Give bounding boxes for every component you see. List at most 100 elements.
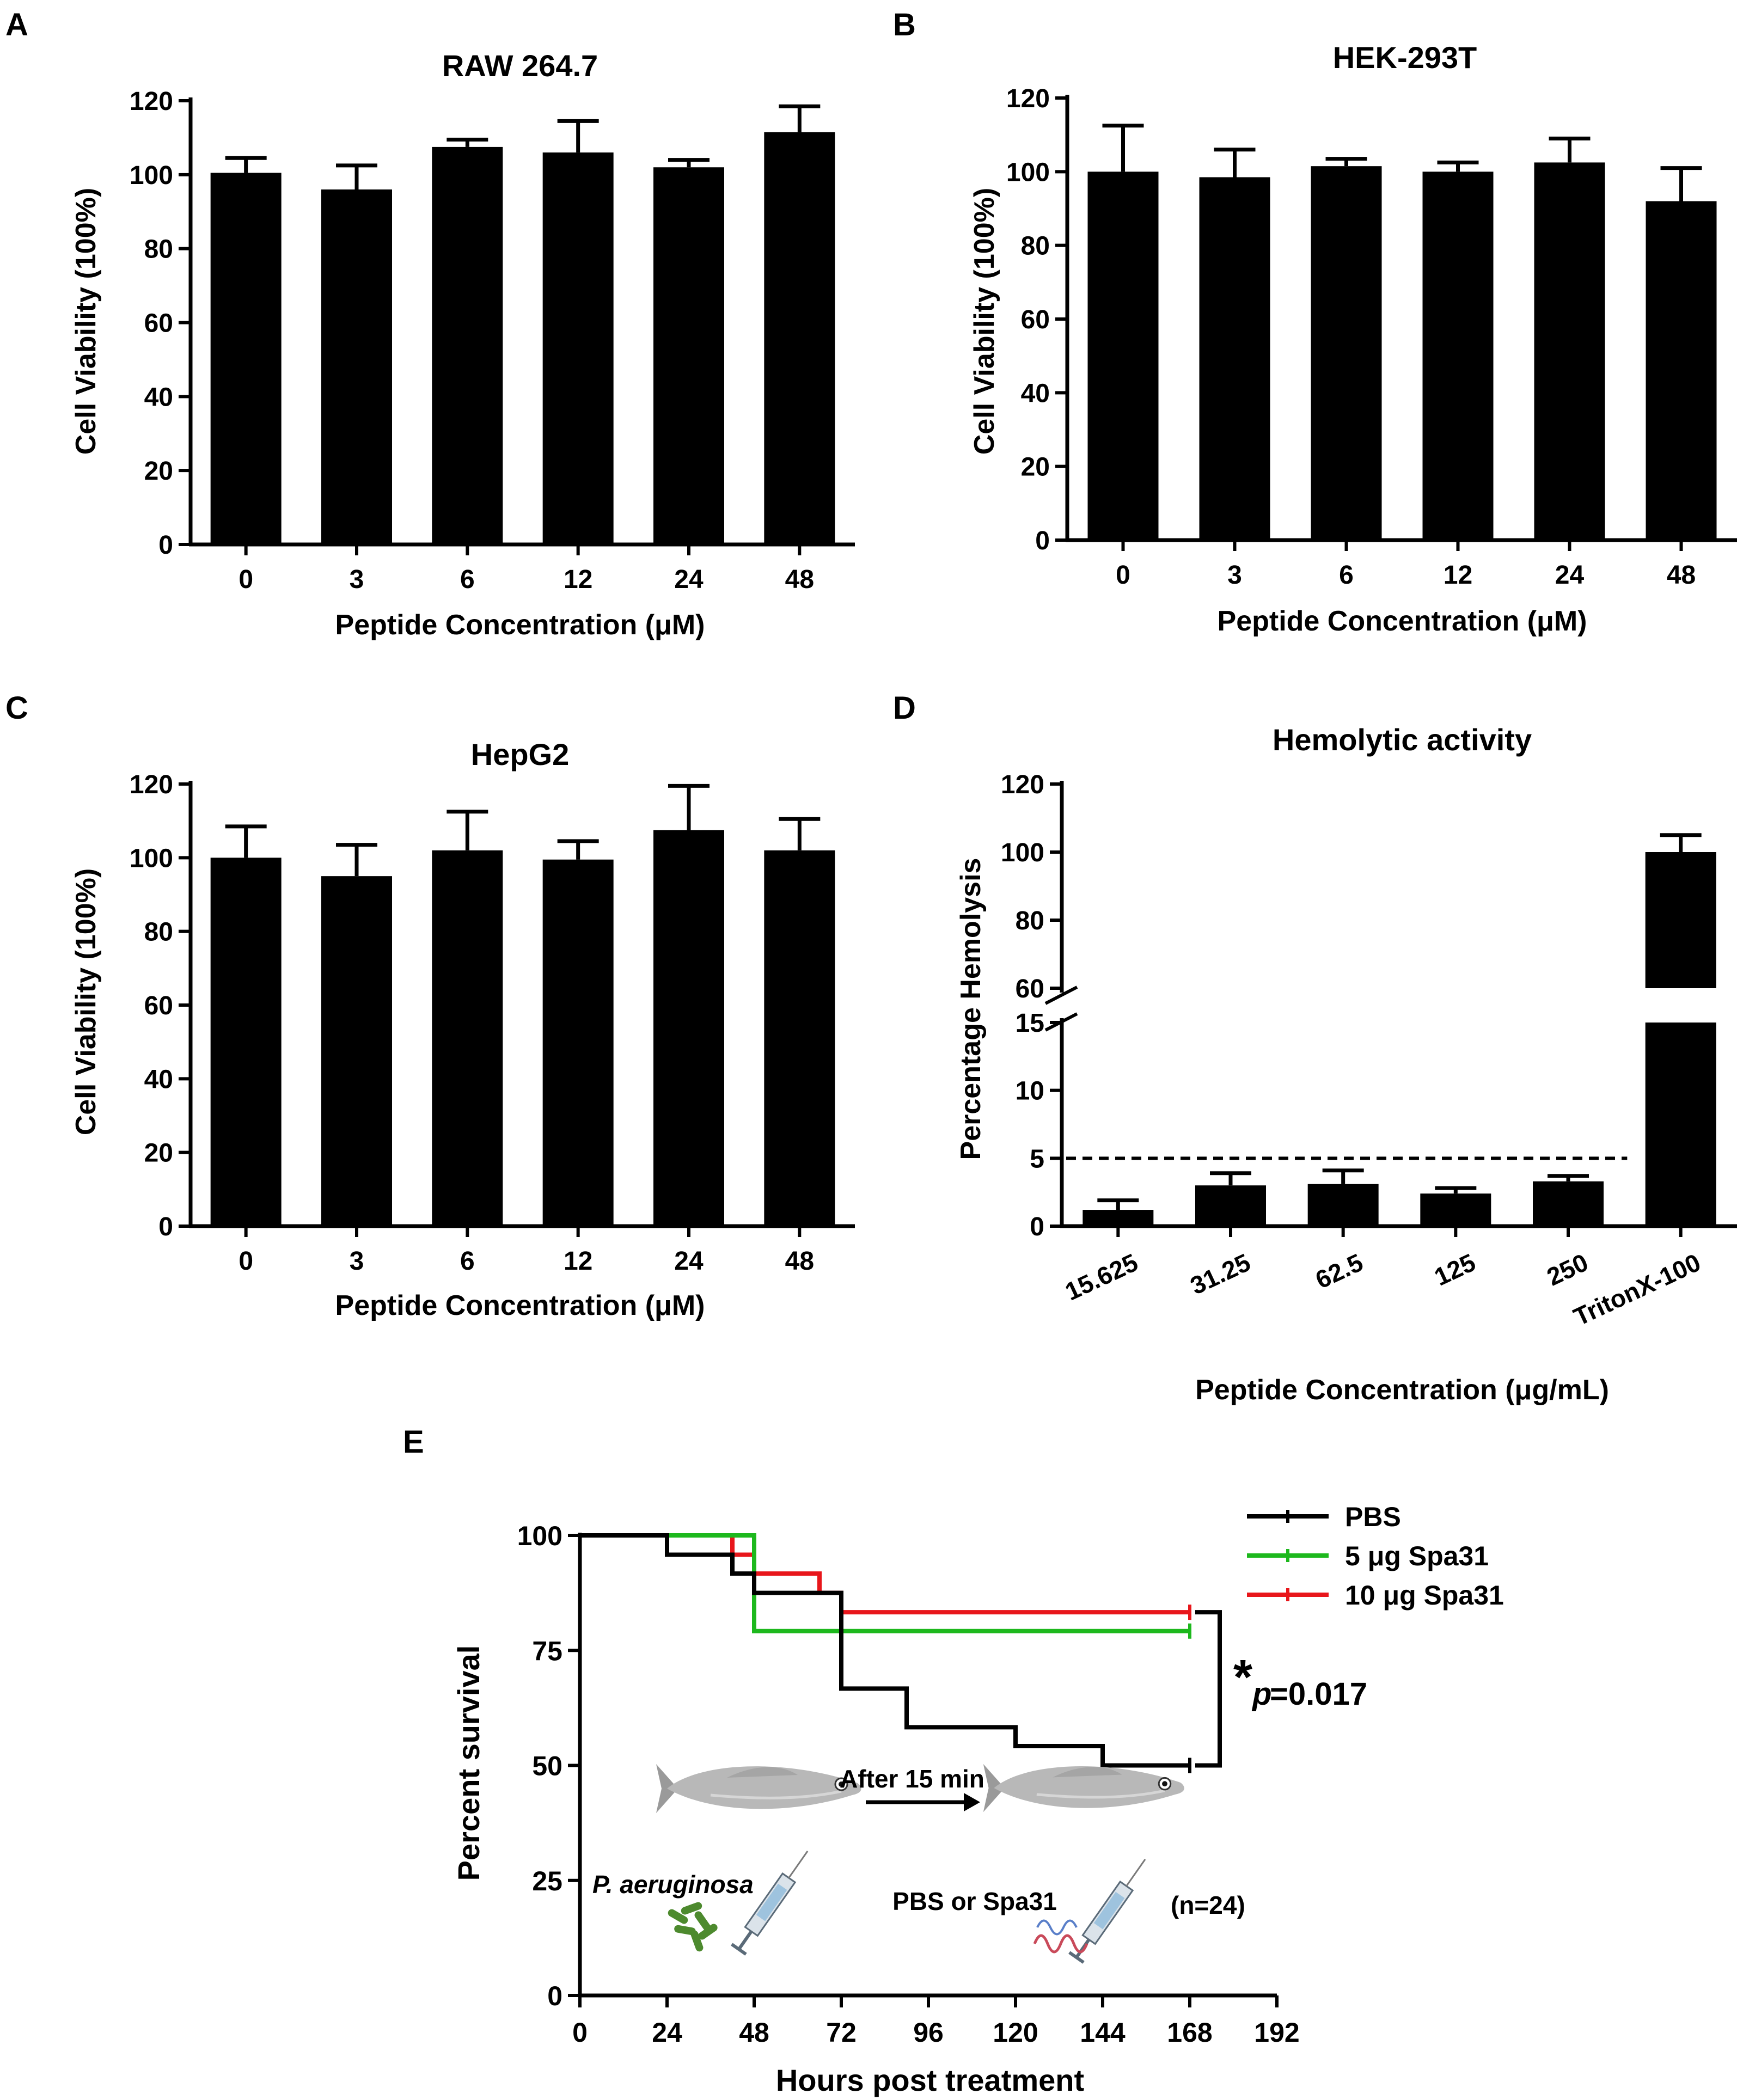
syringe-plunger [737, 1930, 753, 1950]
bacterium [690, 1930, 704, 1952]
y-tick-label: 0 [1030, 1213, 1044, 1241]
y-tick-label: 80 [144, 918, 173, 947]
p-label: p [1251, 1676, 1271, 1712]
panel-a-chart: RAW 264.7 Cell Viability (100%) Peptide … [70, 48, 855, 641]
panel-label-a: A [5, 7, 28, 42]
bacteria-icon [668, 1902, 718, 1952]
x-tick-label: 24 [674, 565, 704, 594]
bar [432, 850, 503, 1226]
inset-pathogen-label: P. aeruginosa [592, 1870, 754, 1899]
bacterium [681, 1902, 702, 1915]
x-tick-label: 31.25 [1186, 1248, 1255, 1300]
y-tick-label: 120 [130, 770, 173, 799]
bar [1422, 172, 1494, 540]
x-tick-label: 48 [785, 565, 814, 594]
y-tick-label: 80 [1016, 907, 1044, 935]
y-tick-label: 0 [547, 1981, 562, 2011]
bar [210, 858, 282, 1226]
p-value: =0.017 [1270, 1676, 1367, 1712]
panel-c-x-label: Peptide Concentration (μM) [335, 1290, 705, 1321]
fish-stripe [1036, 1789, 1165, 1799]
bacterium [698, 1924, 718, 1940]
panel-d-chart: Hemolytic activity Percentage Hemolysis … [955, 723, 1737, 1406]
panel-c-title: HepG2 [471, 737, 570, 772]
inset-n-label: (n=24) [1171, 1891, 1245, 1919]
x-tick-label: 0 [572, 2017, 588, 2048]
x-tick-label: 12 [564, 565, 592, 594]
bar [1645, 852, 1716, 988]
x-tick-label: 96 [913, 2017, 944, 2048]
survival-line-2 [580, 1533, 1190, 1615]
x-tick-label: 24 [674, 1247, 704, 1276]
x-tick-label: 12 [564, 1247, 592, 1276]
y-tick-label: 20 [144, 1139, 173, 1168]
x-tick-label: 0 [238, 565, 253, 594]
x-tick-label: 24 [1555, 561, 1585, 590]
fish-pupil [1162, 1781, 1167, 1787]
bar [1533, 1181, 1604, 1226]
x-tick-label: 144 [1080, 2017, 1126, 2048]
panel-a-y-label: Cell Viability (100%) [70, 188, 102, 455]
syringe-handle [1068, 1951, 1085, 1964]
y-tick-label: 60 [1016, 975, 1044, 1003]
bar [653, 167, 724, 544]
x-tick-label: 3 [1227, 561, 1242, 590]
x-tick-label: 12 [1444, 561, 1472, 590]
panel-a-title: RAW 264.7 [442, 48, 598, 83]
bar [1083, 1210, 1154, 1226]
x-tick-label: 15.625 [1061, 1248, 1142, 1306]
inset-arrowhead [964, 1793, 980, 1811]
x-tick-label: 125 [1430, 1248, 1480, 1291]
significance-bracket [1195, 1610, 1222, 1768]
panel-b-title: HEK-293T [1333, 40, 1477, 75]
y-tick-label: 75 [532, 1636, 562, 1666]
zebrafish-icon-2 [983, 1764, 1184, 1813]
x-tick-label: 0 [1116, 561, 1130, 590]
syringe-fluid [756, 1883, 787, 1921]
y-tick-label: 100 [517, 1521, 562, 1551]
fish-body [994, 1766, 1184, 1808]
panel-e-y-label: Percent survival [451, 1645, 486, 1881]
zebrafish-icon-1 [656, 1764, 861, 1813]
x-tick-label: 168 [1167, 2017, 1212, 2048]
survival-line-0 [580, 1533, 1190, 1768]
x-tick-label: 62.5 [1311, 1248, 1367, 1294]
syringe-handle [731, 1943, 747, 1956]
panel-e-x-label: Hours post treatment [776, 2063, 1084, 2097]
bar [1646, 201, 1717, 540]
fish-pupil [839, 1781, 844, 1787]
syringe-needle [788, 1851, 809, 1878]
bar [321, 876, 392, 1226]
y-tick-label: 20 [144, 457, 173, 486]
y-tick-label: 60 [1021, 305, 1050, 334]
y-tick-label: 10 [1016, 1077, 1044, 1106]
bar [542, 152, 614, 544]
bacterium [668, 1909, 688, 1924]
y-tick-label: 50 [532, 1751, 562, 1781]
x-tick-label: 72 [826, 2017, 857, 2048]
y-tick-label: 0 [158, 531, 173, 560]
bar [432, 146, 503, 544]
inset-step-label: After 15 min [840, 1765, 984, 1793]
y-tick-label: 40 [144, 1065, 173, 1094]
panel-d-title: Hemolytic activity [1273, 723, 1532, 757]
x-tick-label: 24 [652, 2017, 682, 2048]
syringe-icon-2 [1068, 1859, 1146, 1964]
fish-tail [983, 1764, 1005, 1813]
fish-stripe [710, 1790, 842, 1799]
panel-a-x-label: Peptide Concentration (μM) [335, 609, 705, 641]
x-tick-label: 48 [785, 1247, 814, 1276]
panel-d-x-label: Peptide Concentration (μg/mL) [1195, 1374, 1609, 1406]
x-tick-label: 250 [1543, 1248, 1593, 1291]
legend-label: PBS [1345, 1502, 1401, 1532]
peptide-icon [1036, 1919, 1078, 1936]
panel-b-x-label: Peptide Concentration (μM) [1218, 605, 1587, 637]
x-tick-label: 192 [1254, 2017, 1299, 2048]
panel-d-y-label: Percentage Hemolysis [955, 858, 987, 1160]
bar [1311, 166, 1382, 540]
bacterium [674, 1925, 696, 1936]
bar [1645, 1023, 1716, 1226]
bar [764, 850, 835, 1226]
bar [1420, 1193, 1491, 1226]
